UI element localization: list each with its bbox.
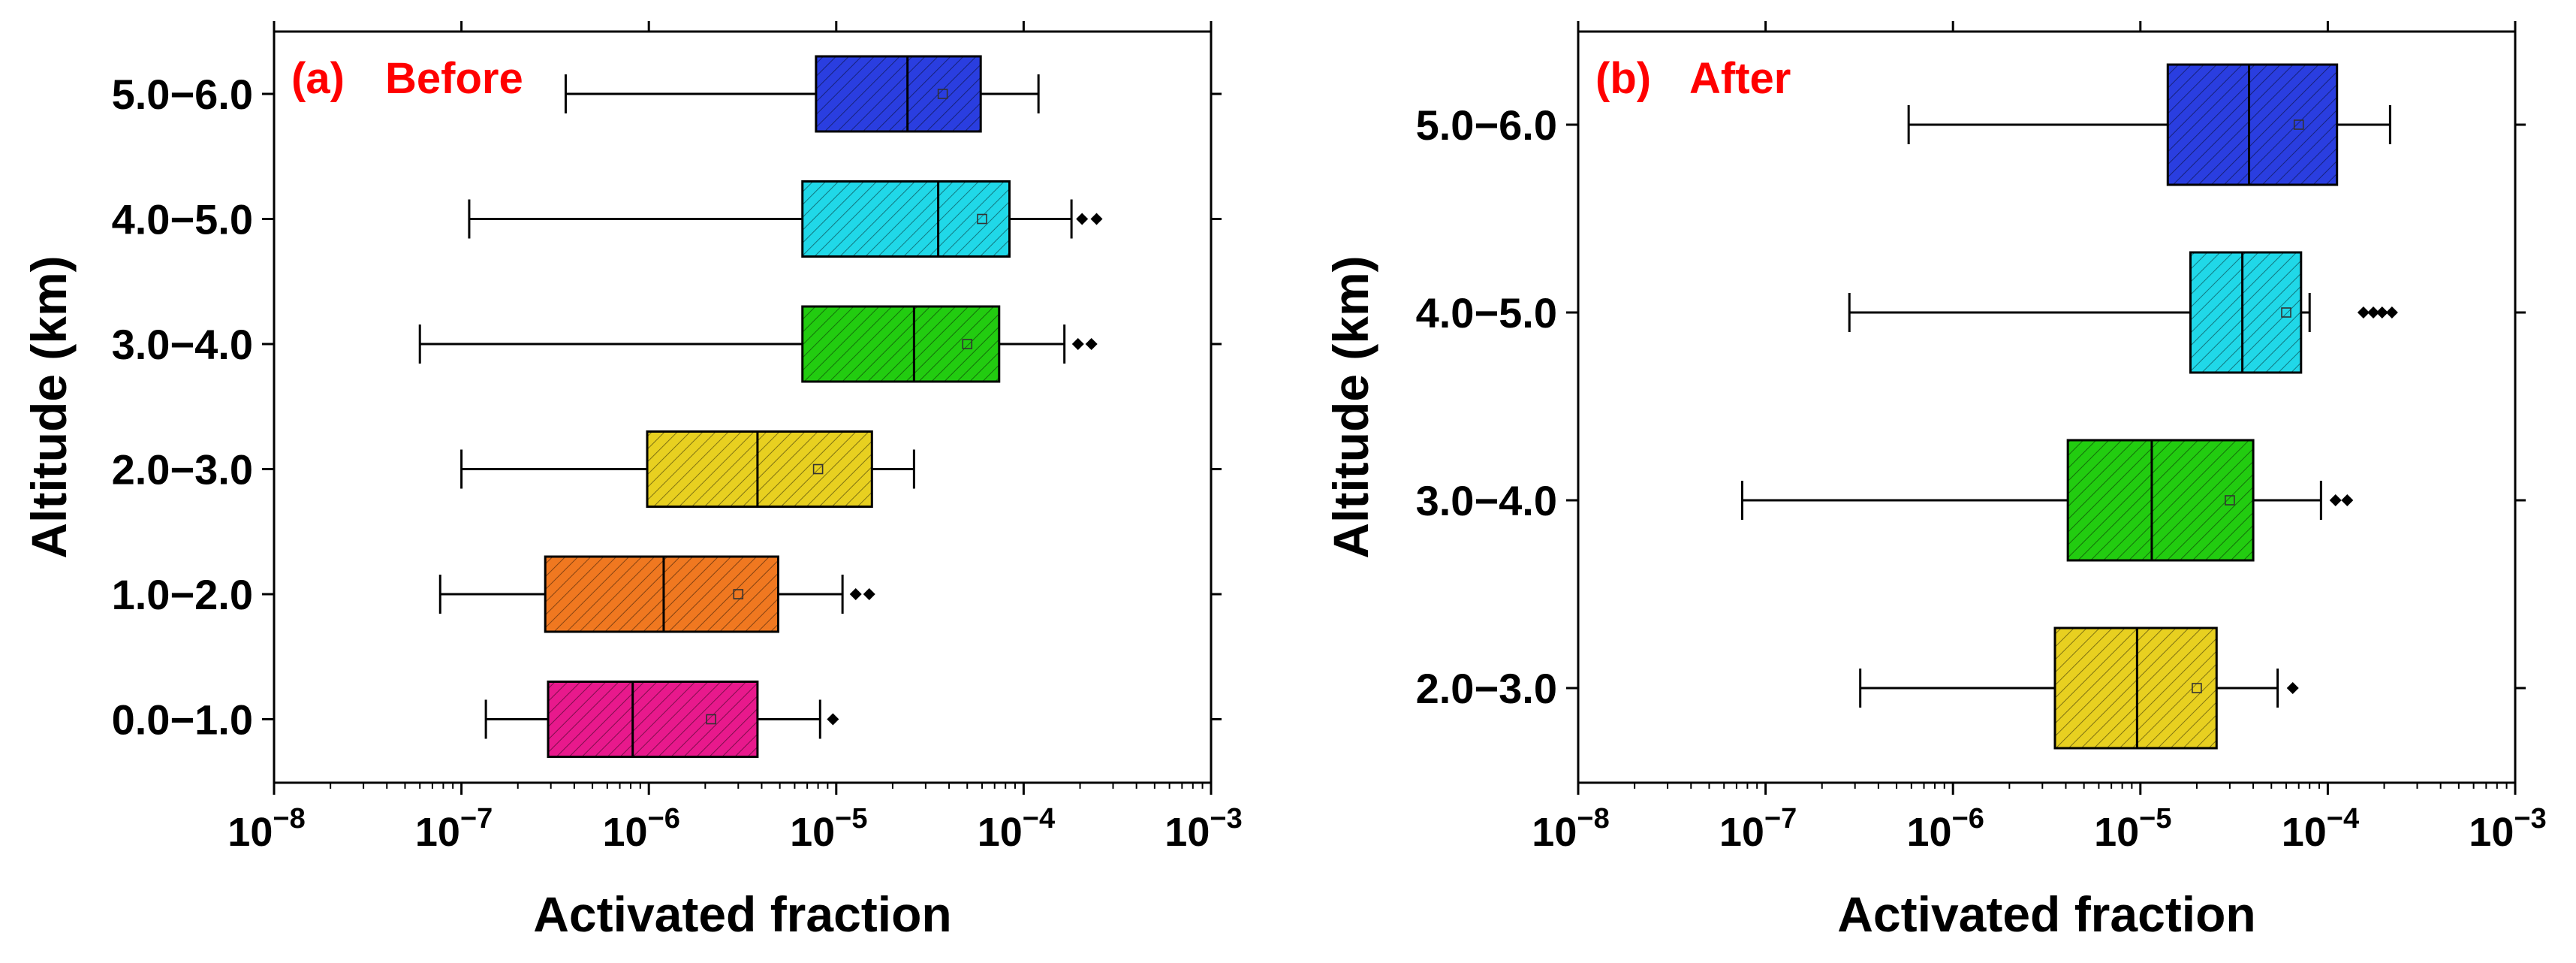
box-series xyxy=(1740,63,2398,750)
x-tick-label: 10−8 xyxy=(227,803,305,855)
box-5.0−6.0 xyxy=(564,55,1040,133)
x-tick-label: 10−3 xyxy=(1164,803,1242,855)
box-3.0−4.0 xyxy=(418,305,1098,383)
x-ticks: 10−8 10−7 10−6 10−5 10−4 10−3 xyxy=(1532,21,2547,855)
box-3.0−4.0 xyxy=(1740,439,2354,562)
x-axis-title: Activated fraction xyxy=(533,886,951,942)
plot-frame xyxy=(1577,30,2517,784)
x-tick-label: 10−6 xyxy=(602,803,679,855)
box-hatch xyxy=(647,431,872,507)
x-axis-title: Activated fraction xyxy=(1837,886,2255,942)
mean-marker xyxy=(2192,683,2202,693)
outlier-point xyxy=(2385,306,2398,318)
panel-label: (b) xyxy=(1595,54,1651,103)
y-tick-label: 5.0−6.0 xyxy=(112,71,253,118)
box-outline xyxy=(547,681,759,758)
outlier-point xyxy=(1071,338,1084,350)
y-axis-title: Altitude (km) xyxy=(21,255,77,558)
x-tick-label: 10−4 xyxy=(978,803,1055,855)
mean-marker xyxy=(733,589,744,599)
outlier-point xyxy=(2286,682,2299,694)
x-tick-label: 10−3 xyxy=(2469,803,2546,855)
y-tick-label: 1.0−2.0 xyxy=(112,571,253,618)
box-hatch xyxy=(815,56,981,131)
mean-marker xyxy=(962,339,973,349)
outlier-point xyxy=(2357,306,2370,318)
box-outline xyxy=(2053,626,2218,750)
panel-label: (a) xyxy=(291,54,345,103)
outlier-point xyxy=(2367,306,2380,318)
y-tick-label: 2.0−3.0 xyxy=(112,446,253,494)
box-outline xyxy=(2166,63,2339,186)
y-tick-labels: 2.0−3.0 3.0−4.0 4.0−5.0 5.0−6.0 xyxy=(1416,101,2526,712)
box-2.0−3.0 xyxy=(1859,626,2299,750)
x-ticks: 10−8 10−7 10−6 10−5 10−4 10−3 xyxy=(227,21,1243,855)
outlier-point xyxy=(1076,213,1089,225)
y-tick-label: 0.0−1.0 xyxy=(112,696,253,744)
y-tick-label: 2.0−3.0 xyxy=(1416,665,1557,712)
panel-b: 2.0−3.03.0−4.04.0−5.05.0−6.0 10−8 10−7 10−… xyxy=(1323,21,2547,942)
y-tick-labels: 0.0−1.0 1.0−2.0 2.0−3.0 3.0−4.0 4.0−5.0 5.0−6… xyxy=(112,71,1222,744)
box-outline xyxy=(815,55,982,133)
y-tick-label: 3.0−4.0 xyxy=(112,321,253,368)
plot-frame xyxy=(273,30,1213,784)
box-outline xyxy=(2189,251,2303,374)
outlier-point xyxy=(1090,213,1103,225)
box-outline xyxy=(801,305,1001,383)
box-outline xyxy=(2066,439,2255,562)
x-tick-label: 10−4 xyxy=(2282,803,2359,855)
box-hatch xyxy=(2054,628,2217,748)
box-series xyxy=(418,55,1103,758)
box-hatch xyxy=(548,681,758,757)
box-0.0−1.0 xyxy=(484,681,839,758)
x-tick-label: 10−5 xyxy=(2094,803,2171,855)
box-outline xyxy=(646,430,873,508)
mean-marker xyxy=(812,463,824,475)
box-hatch xyxy=(802,181,1010,257)
panel-a: 0.0−1.0 1.0−2.0 2.0−3.0 3.0−4.0 4.0−5.0 5.0−6… xyxy=(21,21,1243,942)
x-tick-label: 10−7 xyxy=(415,803,493,855)
x-tick-label: 10−6 xyxy=(1906,803,1984,855)
y-axis-title: Altitude (km) xyxy=(1323,255,1378,558)
box-hatch xyxy=(2068,440,2254,560)
box-2.0−3.0 xyxy=(460,430,915,508)
outlier-point xyxy=(2341,494,2354,506)
y-tick-label: 4.0−5.0 xyxy=(1416,289,1557,337)
box-4.0−5.0 xyxy=(468,180,1103,258)
mean-marker xyxy=(2281,307,2291,318)
box-outline xyxy=(544,555,779,633)
outlier-point xyxy=(2376,306,2388,318)
panel-title: Before xyxy=(385,54,523,103)
mean-marker xyxy=(977,213,987,225)
y-tick-label: 5.0−6.0 xyxy=(1416,101,1557,149)
y-tick-label: 3.0−4.0 xyxy=(1416,477,1557,524)
outlier-point xyxy=(849,588,862,600)
mean-marker xyxy=(706,714,716,725)
box-4.0−5.0 xyxy=(1848,251,2398,374)
box-outline xyxy=(801,180,1011,258)
x-tick-label: 10−8 xyxy=(1532,803,1609,855)
x-tick-label: 10−7 xyxy=(1719,803,1797,855)
panel-title: After xyxy=(1689,54,1791,103)
box-hatch xyxy=(545,557,779,632)
box-1.0−2.0 xyxy=(438,555,875,633)
box-5.0−6.0 xyxy=(1907,63,2391,186)
y-tick-label: 4.0−5.0 xyxy=(112,196,253,243)
outlier-point xyxy=(1085,338,1098,350)
mean-marker xyxy=(937,89,948,99)
x-tick-label: 10−5 xyxy=(790,803,867,855)
box-hatch xyxy=(2168,65,2337,185)
outlier-point xyxy=(2329,494,2342,506)
outlier-point xyxy=(827,713,839,726)
box-hatch xyxy=(2190,252,2301,373)
mean-marker xyxy=(2225,495,2235,506)
mean-marker xyxy=(2293,119,2304,130)
box-hatch xyxy=(802,306,999,382)
outlier-point xyxy=(863,588,875,600)
